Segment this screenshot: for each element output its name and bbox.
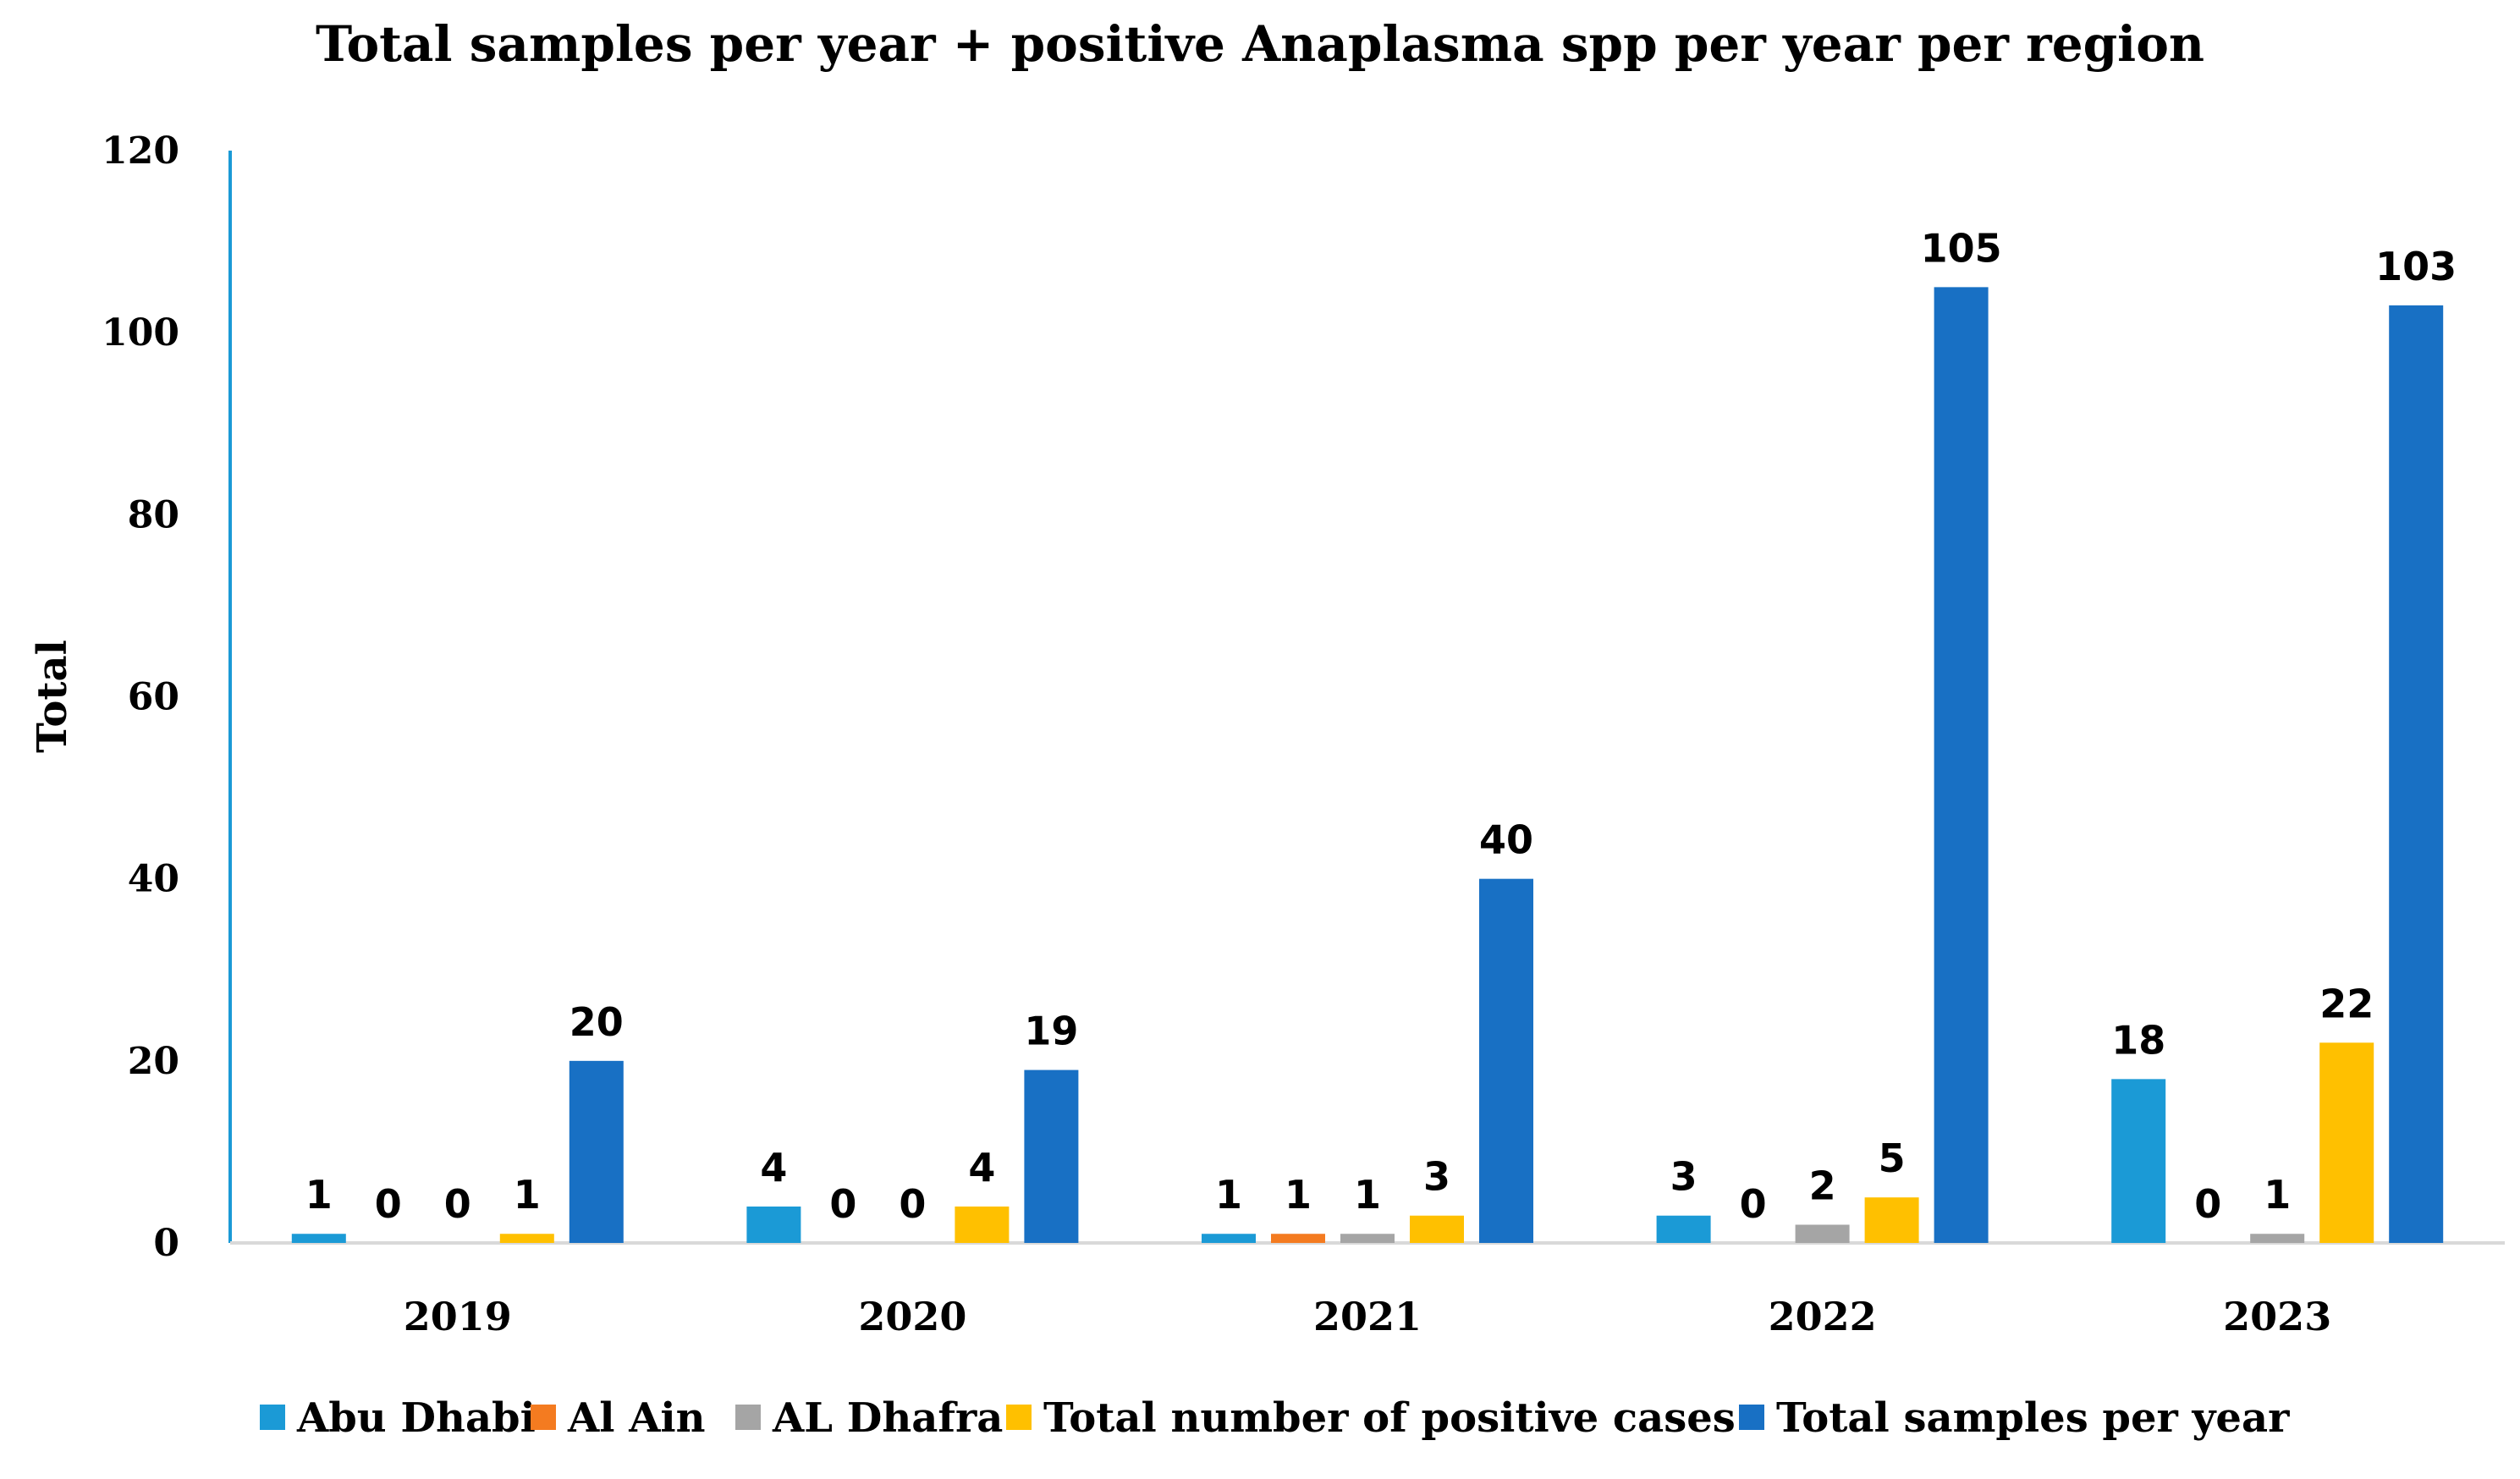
data-label: 20 xyxy=(569,999,624,1045)
legend-swatch xyxy=(1739,1405,1764,1430)
y-tick-label: 40 xyxy=(128,858,179,901)
data-label: 4 xyxy=(760,1145,787,1190)
y-tick-label: 80 xyxy=(128,493,179,536)
data-label: 1 xyxy=(1285,1172,1312,1218)
legend-label: Al Ain xyxy=(567,1394,706,1442)
data-label: 1 xyxy=(305,1172,333,1218)
legend-swatch xyxy=(531,1405,556,1430)
data-label: 103 xyxy=(2375,244,2457,289)
bar xyxy=(1202,1234,1256,1243)
legend-label: Abu Dhabi xyxy=(296,1394,536,1442)
legend-label: AL Dhafra xyxy=(772,1394,1003,1442)
data-label: 3 xyxy=(1423,1154,1450,1200)
data-label: 1 xyxy=(514,1172,541,1218)
bar xyxy=(1340,1234,1395,1243)
x-tick-label: 2021 xyxy=(1313,1294,1422,1339)
data-label: 40 xyxy=(1479,817,1533,863)
bar xyxy=(2111,1079,2166,1243)
data-label: 19 xyxy=(1024,1009,1078,1054)
y-tick-label: 60 xyxy=(128,676,179,719)
bar xyxy=(499,1234,554,1243)
data-label: 1 xyxy=(2264,1172,2291,1218)
bar xyxy=(746,1206,801,1243)
data-label: 0 xyxy=(899,1181,926,1227)
legend-label: Total samples per year xyxy=(1776,1394,2290,1442)
legend-swatch xyxy=(735,1405,761,1430)
data-label: 0 xyxy=(375,1181,402,1227)
x-tick-label: 2023 xyxy=(2223,1294,2331,1339)
legend: Abu Dhabi Al Ain AL Dhafra Total number of … xyxy=(260,1394,2290,1442)
bar xyxy=(2250,1234,2305,1243)
bar xyxy=(1864,1197,1919,1243)
bar xyxy=(1024,1069,1079,1243)
bar xyxy=(1795,1224,1850,1243)
bar xyxy=(291,1234,346,1243)
legend-swatch xyxy=(1006,1405,1032,1430)
data-label: 1 xyxy=(1215,1172,1242,1218)
x-tick-label: 2022 xyxy=(1769,1294,1877,1339)
data-label: 0 xyxy=(2194,1181,2221,1227)
y-tick-label: 120 xyxy=(102,129,179,173)
y-axis-label: Total xyxy=(29,640,76,753)
data-label: 1 xyxy=(1354,1172,1381,1218)
bar xyxy=(1271,1234,1325,1243)
bar xyxy=(569,1060,624,1243)
legend-label: Total number of positive cases xyxy=(1043,1394,1736,1442)
data-label: 4 xyxy=(968,1145,995,1190)
y-tick-label: 0 xyxy=(153,1222,179,1265)
bar xyxy=(955,1206,1010,1243)
data-label: 5 xyxy=(1879,1135,1906,1181)
data-label: 0 xyxy=(1740,1181,1767,1227)
data-label: 2 xyxy=(1809,1163,1836,1208)
data-label: 22 xyxy=(2319,981,2374,1026)
bar xyxy=(1479,878,1533,1243)
bar xyxy=(1410,1215,1464,1243)
y-tick-label: 100 xyxy=(102,311,179,355)
y-tick-label: 20 xyxy=(128,1040,179,1083)
data-label: 105 xyxy=(1921,225,2002,271)
bar xyxy=(2389,305,2444,1244)
legend-swatch xyxy=(260,1405,285,1430)
x-tick-label: 2019 xyxy=(404,1294,512,1339)
bar xyxy=(1656,1215,1711,1243)
bar xyxy=(1934,287,1989,1243)
data-label: 0 xyxy=(444,1181,471,1227)
data-label: 18 xyxy=(2111,1017,2165,1063)
data-label: 0 xyxy=(829,1181,856,1227)
x-tick-label: 2020 xyxy=(858,1294,966,1339)
bar xyxy=(2319,1042,2374,1243)
data-label: 3 xyxy=(1670,1154,1697,1200)
chart-title: Total samples per year + positive Anapla… xyxy=(316,15,2204,73)
